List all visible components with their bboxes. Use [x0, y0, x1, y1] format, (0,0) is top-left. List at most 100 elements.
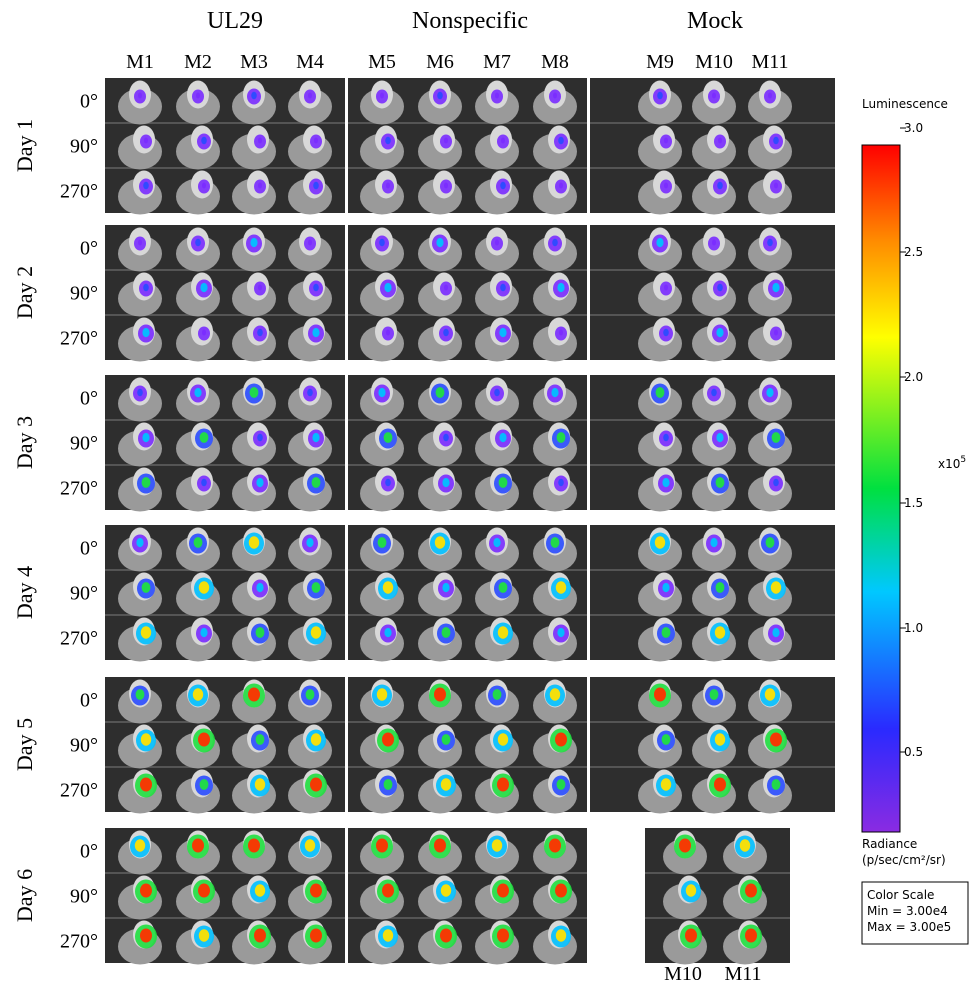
signal-inner: [198, 581, 210, 594]
signal-inner: [765, 537, 775, 548]
signal-inner: [250, 237, 258, 248]
signal-inner: [714, 733, 726, 746]
angle-label: 270°: [60, 478, 98, 500]
mouse-label: M1: [126, 51, 154, 73]
scale-box: [861, 881, 969, 945]
colorbar-tick-label: 2.0: [904, 370, 923, 384]
mouse-label: M11: [751, 51, 788, 73]
signal-inner: [555, 883, 567, 898]
group-label: Mock: [687, 8, 743, 34]
mouse-label: M11: [724, 963, 761, 985]
signal-inner: [258, 182, 262, 189]
signal-inner: [437, 91, 443, 100]
signal-inner: [500, 283, 506, 292]
signal-inner: [311, 582, 321, 593]
signal-inner: [256, 582, 264, 593]
signal-inner: [134, 839, 146, 852]
signal-inner: [440, 884, 452, 897]
signal-inner: [136, 537, 144, 548]
signal-inner: [195, 238, 201, 247]
signal-inner: [434, 687, 446, 702]
signal-inner: [382, 929, 394, 942]
signal-inner: [440, 928, 452, 943]
signal-inner: [499, 327, 507, 338]
signal-inner: [685, 928, 697, 943]
signal-inner: [770, 732, 782, 747]
signal-inner: [493, 537, 501, 548]
signal-inner: [258, 284, 262, 291]
signal-inner: [556, 432, 566, 443]
signal-inner: [685, 884, 697, 897]
signal-inner: [193, 537, 203, 548]
signal-inner: [251, 91, 257, 100]
signal-inner: [656, 237, 664, 248]
signal-inner: [312, 432, 320, 443]
signal-inner: [773, 136, 779, 145]
signal-inner: [436, 237, 444, 248]
signal-inner: [140, 883, 152, 898]
angle-label: 0°: [80, 238, 98, 260]
signal-inner: [257, 433, 263, 442]
signal-inner: [248, 838, 260, 853]
signal-inner: [140, 626, 152, 639]
signal-inner: [194, 387, 202, 398]
signal-inner: [501, 137, 505, 144]
signal-inner: [304, 839, 316, 852]
angle-label: 90°: [70, 735, 98, 757]
colorbar: [861, 144, 901, 833]
signal-inner: [444, 284, 448, 291]
day-label: Day 2: [12, 266, 37, 319]
mouse-label: M4: [296, 51, 324, 73]
unit-line: Radiance: [862, 837, 917, 851]
signal-inner: [196, 92, 200, 99]
signal-inner: [306, 537, 314, 548]
signal-inner: [679, 838, 691, 853]
angle-label: 0°: [80, 538, 98, 560]
signal-inner: [141, 582, 151, 593]
angle-label: 270°: [60, 328, 98, 350]
signal-inner: [307, 388, 313, 397]
signal-inner: [142, 432, 150, 443]
signal-inner: [308, 239, 312, 246]
signal-inner: [249, 387, 259, 398]
signal-inner: [662, 582, 670, 593]
signal-inner: [558, 136, 564, 145]
signal-inner: [664, 137, 668, 144]
signal-inner: [559, 329, 563, 336]
signal-inner: [198, 929, 210, 942]
signal-inner: [492, 689, 502, 700]
signal-inner: [716, 327, 724, 338]
signal-inner: [378, 387, 386, 398]
signal-inner: [557, 282, 565, 293]
signal-inner: [441, 734, 451, 745]
signal-inner: [200, 282, 208, 293]
signal-inner: [556, 779, 566, 790]
signal-inner: [254, 928, 266, 943]
signal-inner: [202, 182, 206, 189]
signal-inner: [311, 477, 321, 488]
scale-box-line: Color Scale: [867, 888, 934, 902]
signal-inner: [771, 779, 781, 790]
signal-inner: [138, 239, 142, 246]
mouse-label: M6: [426, 51, 454, 73]
signal-inner: [766, 387, 774, 398]
signal-inner: [497, 928, 509, 943]
signal-inner: [745, 928, 757, 943]
signal-inner: [442, 582, 450, 593]
signal-inner: [443, 328, 449, 337]
angle-label: 0°: [80, 388, 98, 410]
signal-inner: [441, 627, 451, 638]
signal-inner: [661, 627, 671, 638]
signal-inner: [248, 536, 260, 549]
signal-inner: [715, 582, 725, 593]
signal-inner: [377, 537, 387, 548]
signal-inner: [709, 689, 719, 700]
signal-inner: [491, 839, 503, 852]
signal-inner: [714, 626, 726, 639]
signal-inner: [770, 581, 782, 594]
mouse-label: M5: [368, 51, 396, 73]
signal-inner: [256, 477, 264, 488]
signal-inner: [382, 883, 394, 898]
